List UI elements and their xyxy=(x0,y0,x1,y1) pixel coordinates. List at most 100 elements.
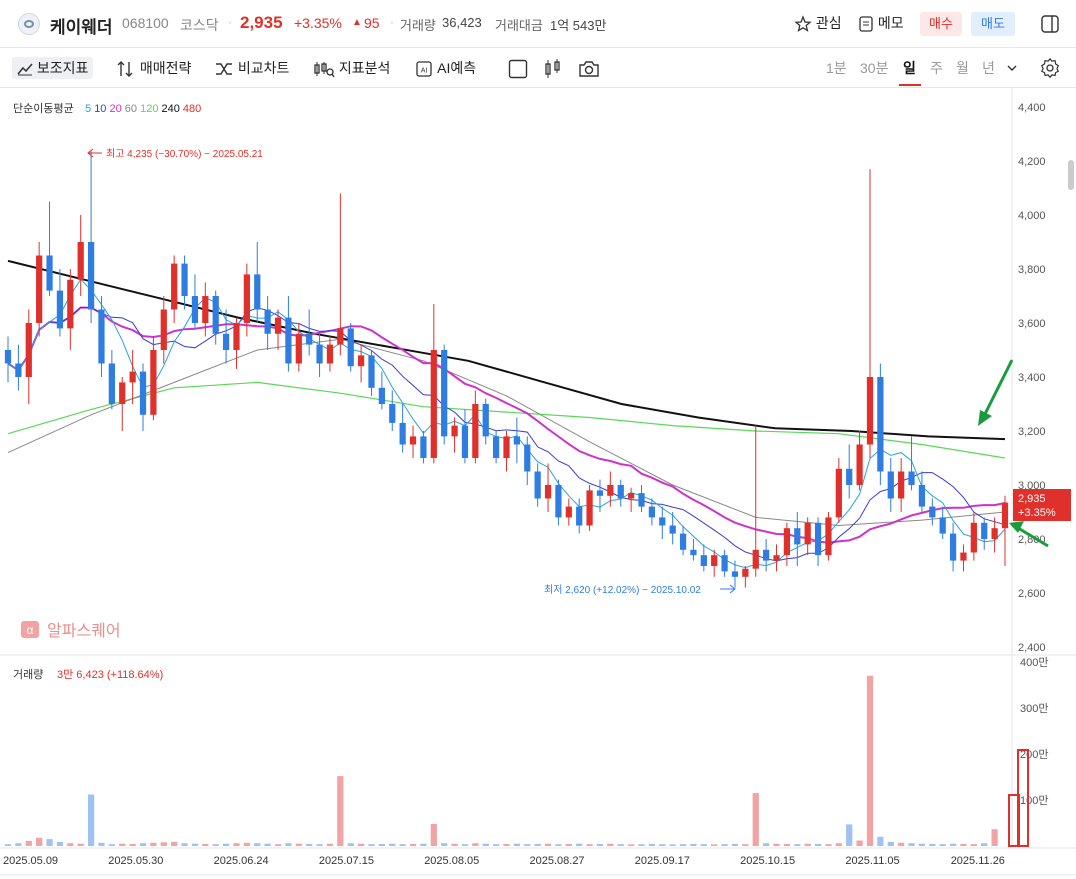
candle xyxy=(742,566,749,588)
volume-bar xyxy=(77,843,84,846)
camera-icon[interactable] xyxy=(578,59,600,79)
ma-periods: 5 10 20 60 120 240 480 xyxy=(85,103,201,115)
volume-bar xyxy=(596,843,604,846)
volume-bar xyxy=(233,843,240,846)
candle xyxy=(1001,495,1009,566)
candle xyxy=(98,296,105,377)
highlight-box-short xyxy=(1008,794,1020,847)
volume-bar xyxy=(555,844,562,846)
volume-bar xyxy=(721,844,728,846)
price-chart[interactable]: 4,4004,2004,0003,8003,6003,4003,2003,000… xyxy=(0,88,1076,879)
date-tick-label: 2025.08.05 xyxy=(424,855,479,867)
candle xyxy=(970,512,977,561)
volume-bar xyxy=(908,843,915,846)
buy-button[interactable]: 매수 xyxy=(920,12,962,36)
candle xyxy=(617,479,624,507)
chevron-down-icon[interactable] xyxy=(1006,63,1018,73)
amount-label: 거래대금 xyxy=(495,18,543,33)
panel-toggle-icon[interactable] xyxy=(1040,14,1060,34)
strategy-label: 매매전략 xyxy=(139,60,192,76)
compare-button[interactable]: 비교차트 xyxy=(214,57,289,79)
square-drawing-icon[interactable] xyxy=(508,59,528,79)
indicator-button[interactable]: 보조지표 xyxy=(12,57,94,79)
candle xyxy=(243,263,250,337)
strategy-button[interactable]: 매매전략 xyxy=(116,57,191,79)
volume-bar xyxy=(399,844,406,846)
watch-label: 관심 xyxy=(815,15,842,31)
candle xyxy=(648,498,656,526)
gear-icon[interactable] xyxy=(1039,57,1061,79)
price-tick-label: 2,800 xyxy=(1018,534,1046,546)
stock-name[interactable]: 케이웨더 xyxy=(50,18,113,37)
price-tick-label: 2,400 xyxy=(1018,642,1046,654)
watch-button[interactable]: 관심 xyxy=(794,13,842,33)
candle xyxy=(15,344,22,391)
tf-1min[interactable]: 1분 xyxy=(826,60,847,76)
candle xyxy=(949,522,957,572)
candle xyxy=(939,506,946,539)
watermark-text: 알파스퀘어 xyxy=(47,622,121,640)
volume-bar xyxy=(36,837,43,846)
volume-bar xyxy=(846,824,853,846)
indicator-icon xyxy=(17,63,33,76)
candle-type-icon[interactable] xyxy=(544,58,562,80)
alpha-glyph: α xyxy=(27,623,34,637)
separator-dot: · xyxy=(228,15,232,29)
tf-30min[interactable]: 30분 xyxy=(860,60,889,76)
tf-month[interactable]: 월 xyxy=(956,60,969,76)
volume-bar xyxy=(576,843,583,846)
tf-year[interactable]: 년 xyxy=(982,60,995,76)
volume-bar xyxy=(731,843,739,846)
volume-bar xyxy=(451,843,458,846)
volume-bar xyxy=(306,843,313,846)
candle xyxy=(347,323,354,372)
star-icon xyxy=(794,15,812,33)
candle xyxy=(4,336,12,383)
candle xyxy=(368,350,375,396)
candle xyxy=(264,296,271,350)
svg-text:AI: AI xyxy=(421,68,428,75)
volume-bar xyxy=(4,844,12,846)
tf-day[interactable]: 일 xyxy=(903,60,916,76)
market-name: 코스닥 xyxy=(180,17,219,33)
candle xyxy=(36,242,43,337)
candle xyxy=(783,522,791,566)
volume-bar xyxy=(420,843,427,846)
price-tick-label: 4,400 xyxy=(1018,102,1046,114)
candle xyxy=(856,431,863,491)
sell-button[interactable]: 매도 xyxy=(971,12,1015,36)
candle xyxy=(171,255,178,323)
tf-week[interactable]: 주 xyxy=(930,60,943,76)
ai-predict-label: AI예측 xyxy=(437,60,477,76)
candle xyxy=(233,317,240,369)
high-annotation: 최고 4,235 (−30.70%) − 2025.05.21 xyxy=(87,148,263,160)
volume-bar xyxy=(295,843,302,846)
candle xyxy=(67,269,74,350)
volume-bar xyxy=(389,843,396,846)
scrollbar[interactable] xyxy=(1068,160,1074,190)
volume-bar xyxy=(711,844,718,846)
volume-bar xyxy=(243,842,250,846)
volume-bar xyxy=(939,844,946,846)
memo-button[interactable]: 메모 xyxy=(858,13,904,33)
date-tick-label: 2025.08.27 xyxy=(530,855,585,867)
chart-toolbar: 보조지표 매매전략 비교차트 지표분석 AI AI예측 1분 30분 일 주 월… xyxy=(0,48,1076,88)
volume-bar xyxy=(825,844,832,846)
volume-bar xyxy=(482,843,489,846)
volume-bar xyxy=(108,844,115,846)
volume-bar xyxy=(160,842,167,846)
volume-bar xyxy=(544,843,552,846)
ai-predict-button[interactable]: AI AI예측 xyxy=(414,57,476,79)
candle xyxy=(711,549,718,577)
analysis-button[interactable]: 지표분석 xyxy=(313,57,390,79)
date-tick-label: 2025.09.17 xyxy=(635,855,690,867)
candle xyxy=(56,269,64,337)
volume-bar xyxy=(409,843,417,846)
volume-bar xyxy=(648,843,656,846)
candle xyxy=(898,458,905,512)
separator-dot: · xyxy=(390,15,394,29)
volume-bar xyxy=(866,675,874,846)
candle xyxy=(991,517,998,553)
volume-bar xyxy=(67,843,74,846)
candle xyxy=(139,363,147,431)
